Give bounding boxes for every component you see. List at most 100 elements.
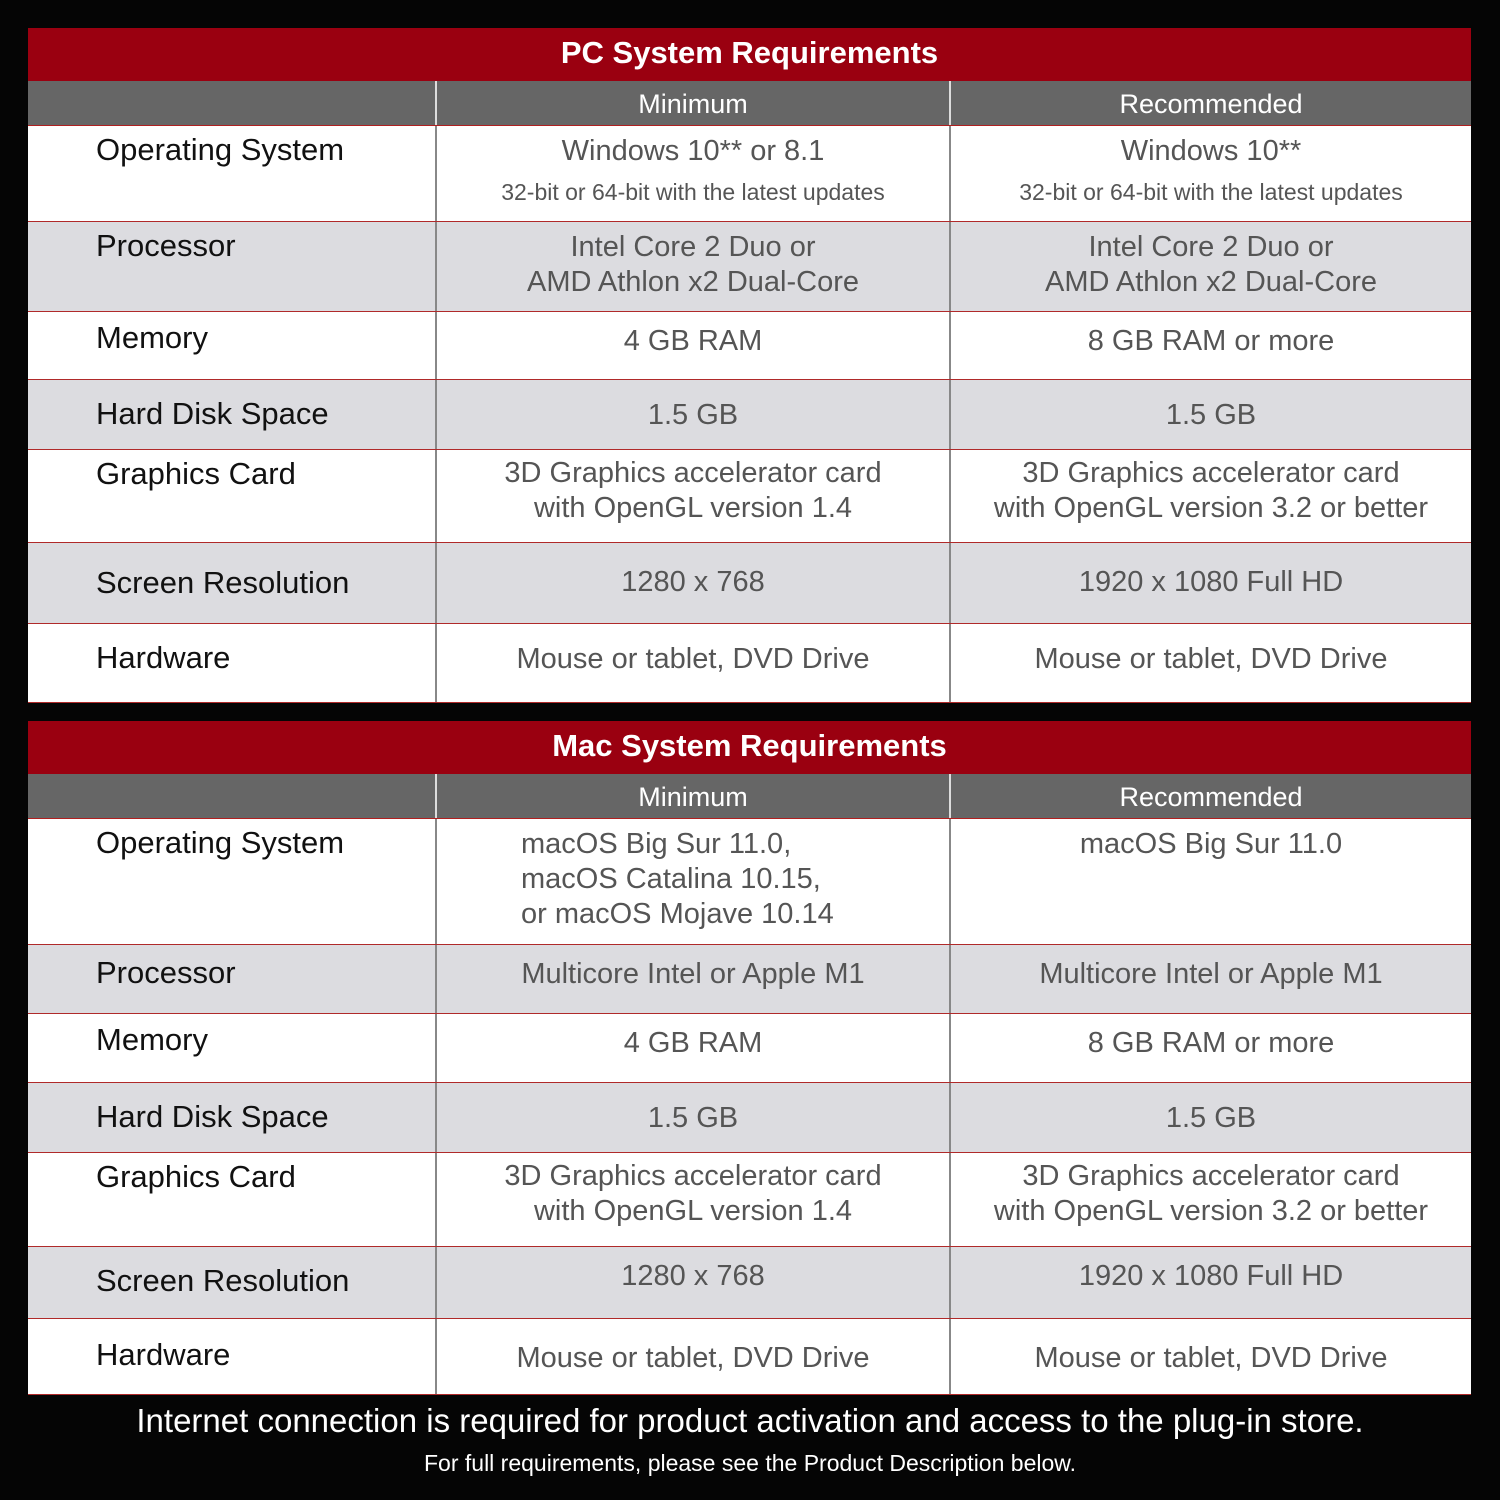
column-header	[28, 81, 437, 125]
minimum-value: 4 GB RAM	[437, 1014, 951, 1082]
column-header: Recommended	[1119, 89, 1303, 119]
minimum-text: Windows 10** or 8.1	[561, 135, 825, 167]
column-header	[28, 774, 437, 818]
minimum-text: 1280 x 768	[621, 566, 765, 598]
mac-requirements-table: Mac System Requirements Minimum Recommende…	[28, 721, 1471, 1395]
recommended-text: Intel Core 2 Duo or AMD Athlon x2 Dual-C…	[1044, 231, 1378, 298]
table-row: Hard Disk Space 1.5 GB 1.5 GB	[28, 1083, 1471, 1153]
recommended-text: 1920 x 1080 Full HD	[1078, 566, 1344, 598]
row-label: Operating System	[28, 126, 437, 221]
recommended-value: Windows 10** 32-bit or 64-bit with the la…	[951, 126, 1471, 221]
column-header: Minimum	[437, 81, 951, 125]
minimum-text: 3D Graphics accelerator card with OpenGL…	[504, 457, 882, 524]
recommended-text: macOS Big Sur 11.0	[1079, 828, 1343, 860]
recommended-value: 8 GB RAM or more	[951, 1014, 1471, 1082]
recommended-text: 3D Graphics accelerator card with OpenGL…	[993, 457, 1429, 524]
table-row: Operating System Windows 10** or 8.1 32-bi…	[28, 126, 1471, 222]
recommended-text: 1.5 GB	[1165, 1102, 1257, 1134]
minimum-value: Intel Core 2 Duo or AMD Athlon x2 Dual-C…	[437, 222, 951, 311]
row-label: Hard Disk Space	[28, 1083, 437, 1152]
recommended-value: Intel Core 2 Duo or AMD Athlon x2 Dual-C…	[951, 222, 1471, 311]
table-row: Processor Intel Core 2 Duo or AMD Athlon …	[28, 222, 1471, 312]
row-label: Hardware	[28, 1319, 437, 1394]
column-header: Minimum	[437, 774, 951, 818]
table-title: Mac System Requirements	[28, 721, 1471, 774]
row-label: Operating System	[28, 819, 437, 944]
recommended-value: macOS Big Sur 11.0	[951, 819, 1471, 944]
recommended-value: 1920 x 1080 Full HD	[951, 1247, 1471, 1318]
row-label: Processor	[28, 222, 437, 311]
table-row: Graphics Card 3D Graphics accelerator car…	[28, 450, 1471, 543]
table-row: Graphics Card 3D Graphics accelerator car…	[28, 1153, 1471, 1247]
minimum-text: 1280 x 768	[621, 1260, 765, 1292]
recommended-value: 8 GB RAM or more	[951, 312, 1471, 379]
table-row: Memory 4 GB RAM 8 GB RAM or more	[28, 312, 1471, 380]
recommended-text: Windows 10**	[1120, 135, 1302, 167]
column-header-row: Minimum Recommended	[28, 81, 1471, 126]
full-requirements-note: For full requirements, please see the Pr…	[424, 1450, 1076, 1476]
column-header: Recommended	[1119, 782, 1303, 812]
row-label: Memory	[28, 1014, 437, 1082]
minimum-text: Mouse or tablet, DVD Drive	[516, 643, 870, 675]
recommended-value: Mouse or tablet, DVD Drive	[951, 1319, 1471, 1394]
minimum-text: Intel Core 2 Duo or AMD Athlon x2 Dual-C…	[526, 231, 860, 298]
recommended-text: 3D Graphics accelerator card with OpenGL…	[993, 1160, 1429, 1227]
minimum-text: 3D Graphics accelerator card with OpenGL…	[504, 1160, 882, 1227]
recommended-note: 32-bit or 64-bit with the latest updates	[1019, 179, 1403, 205]
minimum-text: Mouse or tablet, DVD Drive	[516, 1342, 870, 1374]
recommended-text: Mouse or tablet, DVD Drive	[1034, 643, 1388, 675]
minimum-note: 32-bit or 64-bit with the latest updates	[501, 179, 885, 205]
minimum-value: 1280 x 768	[437, 543, 951, 623]
recommended-text: 8 GB RAM or more	[1087, 1027, 1335, 1059]
minimum-text: Multicore Intel or Apple M1	[521, 958, 865, 990]
minimum-text: 1.5 GB	[647, 399, 739, 431]
table-row: Hardware Mouse or tablet, DVD Drive Mouse …	[28, 1319, 1471, 1395]
recommended-value: 3D Graphics accelerator card with OpenGL…	[951, 1153, 1471, 1246]
minimum-value: Mouse or tablet, DVD Drive	[437, 1319, 951, 1394]
recommended-text: Mouse or tablet, DVD Drive	[1034, 1342, 1388, 1374]
recommended-text: 1.5 GB	[1165, 399, 1257, 431]
minimum-text: 4 GB RAM	[623, 1027, 763, 1059]
minimum-text: 1.5 GB	[647, 1102, 739, 1134]
row-label: Hard Disk Space	[28, 380, 437, 449]
row-label: Screen Resolution	[28, 1247, 437, 1318]
minimum-text: 4 GB RAM	[623, 325, 763, 357]
minimum-value: 3D Graphics accelerator card with OpenGL…	[437, 450, 951, 542]
table-row: Hardware Mouse or tablet, DVD Drive Mouse …	[28, 624, 1471, 703]
row-label: Screen Resolution	[28, 543, 437, 623]
recommended-text: 8 GB RAM or more	[1087, 325, 1335, 357]
row-label: Hardware	[28, 624, 437, 702]
recommended-value: Mouse or tablet, DVD Drive	[951, 624, 1471, 702]
table-row: Hard Disk Space 1.5 GB 1.5 GB	[28, 380, 1471, 450]
recommended-value: Multicore Intel or Apple M1	[951, 945, 1471, 1013]
recommended-value: 1.5 GB	[951, 380, 1471, 449]
minimum-value: 1280 x 768	[437, 1247, 951, 1318]
table-title: PC System Requirements	[28, 28, 1471, 81]
minimum-text: macOS Big Sur 11.0, macOS Catalina 10.15…	[521, 828, 834, 930]
row-label: Graphics Card	[28, 1153, 437, 1246]
recommended-text: Multicore Intel or Apple M1	[1039, 958, 1383, 990]
table-row: Memory 4 GB RAM 8 GB RAM or more	[28, 1014, 1471, 1083]
minimum-value: Windows 10** or 8.1 32-bit or 64-bit with…	[437, 126, 951, 221]
minimum-value: 4 GB RAM	[437, 312, 951, 379]
column-header-row: Minimum Recommended	[28, 774, 1471, 819]
minimum-value: Mouse or tablet, DVD Drive	[437, 624, 951, 702]
recommended-value: 3D Graphics accelerator card with OpenGL…	[951, 450, 1471, 542]
row-label: Memory	[28, 312, 437, 379]
pc-requirements-table: PC System Requirements Minimum Recommended…	[28, 28, 1471, 703]
minimum-value: 3D Graphics accelerator card with OpenGL…	[437, 1153, 951, 1246]
internet-note: Internet connection is required for prod…	[136, 1402, 1364, 1439]
row-label: Graphics Card	[28, 450, 437, 542]
table-row: Screen Resolution 1280 x 768 1920 x 1080 F…	[28, 1247, 1471, 1319]
table-row: Screen Resolution 1280 x 768 1920 x 1080 F…	[28, 543, 1471, 624]
table-row: Processor Multicore Intel or Apple M1 Mult…	[28, 945, 1471, 1014]
minimum-value: 1.5 GB	[437, 380, 951, 449]
minimum-value: Multicore Intel or Apple M1	[437, 945, 951, 1013]
minimum-value: macOS Big Sur 11.0, macOS Catalina 10.15…	[437, 819, 951, 944]
minimum-value: 1.5 GB	[437, 1083, 951, 1152]
recommended-value: 1.5 GB	[951, 1083, 1471, 1152]
table-row: Operating System macOS Big Sur 11.0, macO…	[28, 819, 1471, 945]
recommended-text: 1920 x 1080 Full HD	[1078, 1260, 1344, 1292]
row-label: Processor	[28, 945, 437, 1013]
recommended-value: 1920 x 1080 Full HD	[951, 543, 1471, 623]
